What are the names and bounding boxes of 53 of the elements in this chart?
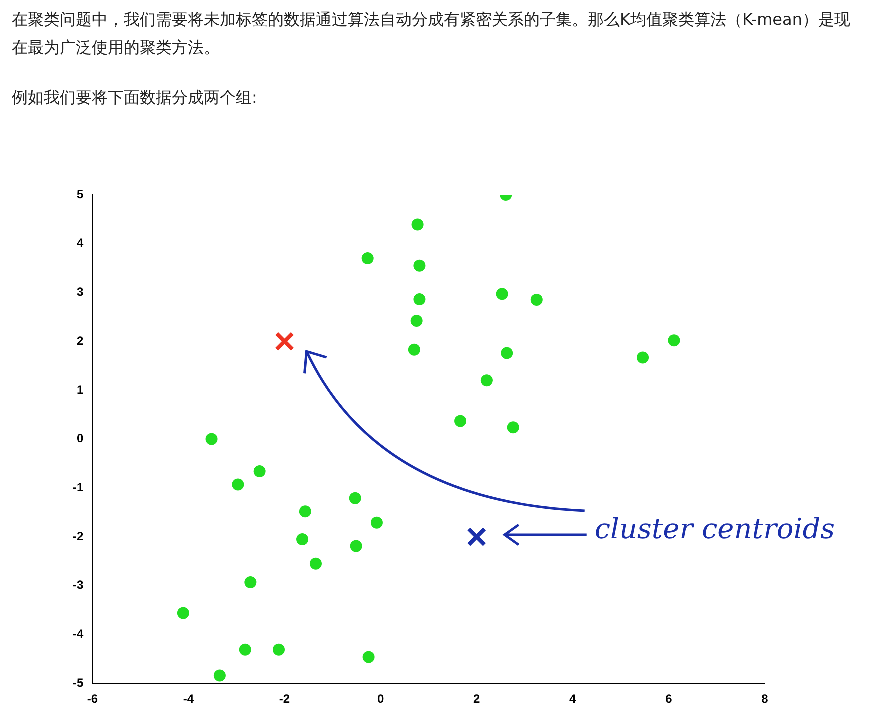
- point: [637, 352, 650, 364]
- y-tick-label: -3: [73, 578, 84, 592]
- point: [362, 252, 374, 265]
- y-tick-label: 4: [76, 236, 84, 250]
- x-tick-label: 8: [762, 692, 769, 706]
- point: [467, 527, 487, 547]
- y-tick-label: 0: [76, 432, 84, 446]
- point: [410, 315, 423, 328]
- y-tick-label: 3: [76, 285, 84, 300]
- point: [412, 218, 424, 231]
- point: [507, 422, 520, 434]
- x-tick-label: 2: [474, 692, 481, 706]
- point: [349, 492, 362, 504]
- point: [480, 374, 493, 387]
- y-tick-label: -4: [73, 627, 84, 642]
- chart-subtitle: 例如我们要将下面数据分成两个组:: [12, 87, 258, 109]
- x-tick-label: 4: [570, 692, 577, 706]
- point: [668, 334, 680, 347]
- point: [362, 651, 375, 664]
- y-tick-label: 2: [76, 334, 84, 348]
- point: [177, 607, 190, 620]
- point: [370, 516, 383, 529]
- y-tick-label: 1: [76, 382, 84, 397]
- point: [273, 644, 285, 656]
- point: [414, 294, 426, 306]
- point: [214, 670, 226, 682]
- point: [299, 506, 312, 518]
- point: [274, 332, 295, 352]
- annotation: cluster centroids: [594, 512, 836, 546]
- x-tick-label: 0: [377, 692, 384, 706]
- point: [206, 433, 218, 446]
- point: [454, 415, 467, 428]
- point: [239, 644, 252, 656]
- x-tick-label: -6: [87, 692, 98, 706]
- point: [244, 576, 257, 588]
- point: [496, 288, 508, 300]
- x-tick-label: -2: [279, 692, 290, 706]
- y-tick-label: -1: [73, 480, 84, 494]
- point: [310, 558, 322, 570]
- point: [350, 540, 362, 552]
- point: [414, 260, 426, 272]
- x-tick-label: 6: [666, 692, 673, 706]
- chart-title: 在聚类问题中，我们需要将未加标签的数据通过算法自动分成有紧密关系的子集。那么K均值聚类算法（K-mean）是现在最为广泛使用的聚类方法。: [12, 9, 852, 59]
- point: [408, 344, 420, 356]
- point: [254, 466, 266, 478]
- point: [296, 533, 309, 546]
- y-tick-label: -2: [73, 529, 84, 544]
- y-tick-label: -5: [73, 676, 84, 690]
- point: [530, 294, 543, 306]
- x-tick-label: -4: [183, 692, 194, 706]
- point: [501, 347, 514, 360]
- point: [232, 478, 244, 491]
- y-tick-label: 5: [76, 187, 84, 202]
